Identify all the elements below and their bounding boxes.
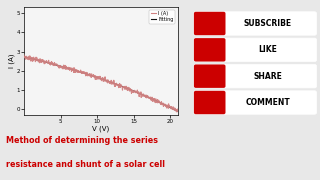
Legend: I (A), Fitting: I (A), Fitting [149, 10, 175, 24]
X-axis label: V (V): V (V) [92, 126, 109, 132]
Text: resistance and shunt of a solar cell: resistance and shunt of a solar cell [6, 160, 165, 169]
Text: LIKE: LIKE [259, 45, 277, 54]
Y-axis label: I (A): I (A) [8, 54, 15, 68]
FancyBboxPatch shape [194, 91, 316, 114]
FancyBboxPatch shape [194, 38, 226, 62]
Text: COMMENT: COMMENT [245, 98, 290, 107]
FancyBboxPatch shape [194, 91, 226, 114]
FancyBboxPatch shape [194, 12, 316, 35]
Text: SHARE: SHARE [253, 72, 282, 81]
Text: Method of determining the series: Method of determining the series [6, 136, 158, 145]
FancyBboxPatch shape [194, 38, 316, 62]
FancyBboxPatch shape [194, 64, 316, 88]
FancyBboxPatch shape [194, 12, 226, 35]
FancyBboxPatch shape [194, 64, 226, 88]
Text: SUBSCRIBE: SUBSCRIBE [244, 19, 292, 28]
